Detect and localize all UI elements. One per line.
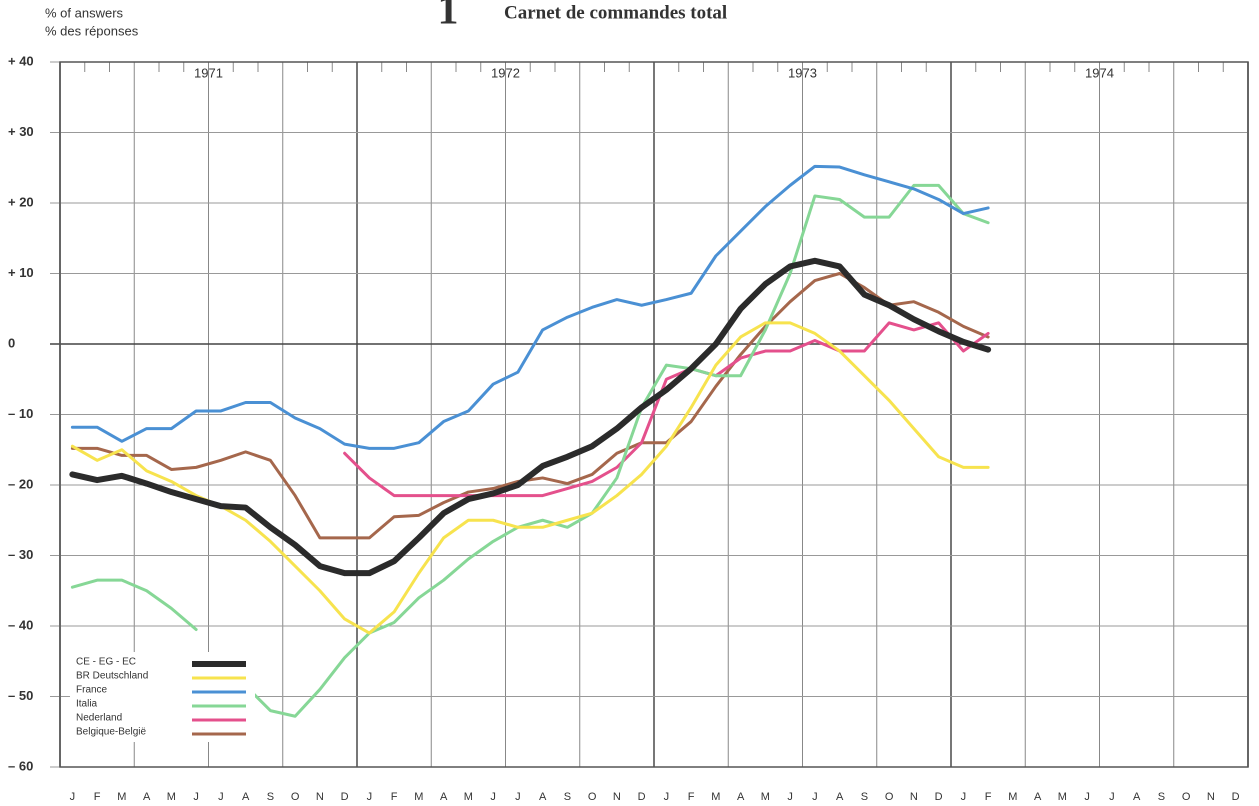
year-label: 1972: [491, 65, 520, 80]
x-tick-label: J: [812, 791, 818, 803]
x-tick-label: D: [638, 791, 646, 803]
x-tick-label: F: [391, 791, 398, 803]
series-line: [70, 272, 990, 540]
x-tick-label: O: [588, 791, 597, 803]
x-tick-label: N: [910, 791, 918, 803]
x-tick-label: M: [414, 791, 423, 803]
x-tick-label: A: [1034, 791, 1042, 803]
legend-label: CE - EG - EC: [76, 657, 136, 668]
x-tick-label: M: [167, 791, 176, 803]
y-tick-label: + 10: [8, 265, 34, 280]
y-tick-label: – 60: [8, 758, 33, 773]
x-tick-label: A: [539, 791, 547, 803]
x-tick-label: A: [836, 791, 844, 803]
legend-label: BR Deutschland: [76, 671, 148, 682]
x-tick-label: O: [1182, 791, 1191, 803]
y-axis-label: % of answers: [45, 5, 124, 20]
legend-label: Nederland: [76, 713, 122, 724]
x-tick-label: O: [885, 791, 894, 803]
x-tick-label: S: [861, 791, 868, 803]
series-line: [343, 321, 990, 498]
x-tick-label: S: [267, 791, 274, 803]
chart-subtitle: Carnet de commandes total: [504, 2, 727, 23]
x-tick-label: J: [70, 791, 76, 803]
x-tick-label: S: [1158, 791, 1165, 803]
x-tick-label: N: [613, 791, 621, 803]
x-tick-label: M: [761, 791, 770, 803]
x-tick-label: D: [935, 791, 943, 803]
x-tick-label: N: [1207, 791, 1215, 803]
series-line: [70, 183, 990, 718]
chart-title: 1: [438, 0, 459, 34]
x-tick-label: J: [961, 791, 967, 803]
x-tick-label: M: [1058, 791, 1067, 803]
x-tick-label: J: [664, 791, 670, 803]
x-tick-label: M: [711, 791, 720, 803]
y-tick-label: – 10: [8, 406, 33, 421]
series-line: [69, 257, 992, 577]
legend-label: Belgique-België: [76, 727, 146, 738]
y-tick-label: + 30: [8, 124, 34, 139]
y-tick-label: – 50: [8, 688, 33, 703]
x-tick-label: A: [143, 791, 151, 803]
x-tick-label: M: [464, 791, 473, 803]
x-tick-label: A: [440, 791, 448, 803]
x-tick-label: F: [94, 791, 101, 803]
y-axis-label: % des réponses: [45, 23, 139, 38]
x-tick-label: M: [1008, 791, 1017, 803]
x-tick-label: D: [341, 791, 349, 803]
y-tick-label: – 20: [8, 476, 33, 491]
y-tick-label: – 30: [8, 547, 33, 562]
x-tick-label: A: [1133, 791, 1141, 803]
year-label: 1974: [1085, 65, 1114, 80]
x-tick-label: J: [490, 791, 496, 803]
x-tick-label: N: [316, 791, 324, 803]
legend-label: France: [76, 685, 108, 696]
x-tick-label: A: [242, 791, 250, 803]
x-tick-label: A: [737, 791, 745, 803]
y-tick-label: 0: [8, 335, 15, 350]
x-tick-label: J: [218, 791, 224, 803]
x-tick-label: J: [367, 791, 373, 803]
x-tick-label: J: [193, 791, 199, 803]
year-label: 1971: [194, 65, 223, 80]
y-tick-label: + 20: [8, 194, 34, 209]
legend-label: Italia: [76, 699, 98, 710]
y-tick-label: + 40: [8, 53, 34, 68]
x-tick-label: S: [564, 791, 571, 803]
x-tick-label: J: [515, 791, 521, 803]
x-tick-label: M: [117, 791, 126, 803]
x-tick-label: F: [985, 791, 992, 803]
series-line: [70, 164, 990, 450]
x-tick-label: O: [291, 791, 300, 803]
y-tick-label: – 40: [8, 617, 33, 632]
x-tick-label: J: [787, 791, 793, 803]
x-tick-label: D: [1232, 791, 1240, 803]
x-tick-label: F: [688, 791, 695, 803]
x-tick-label: J: [1084, 791, 1090, 803]
year-label: 1973: [788, 65, 817, 80]
x-tick-label: J: [1109, 791, 1115, 803]
plot-frame: [59, 61, 1249, 768]
